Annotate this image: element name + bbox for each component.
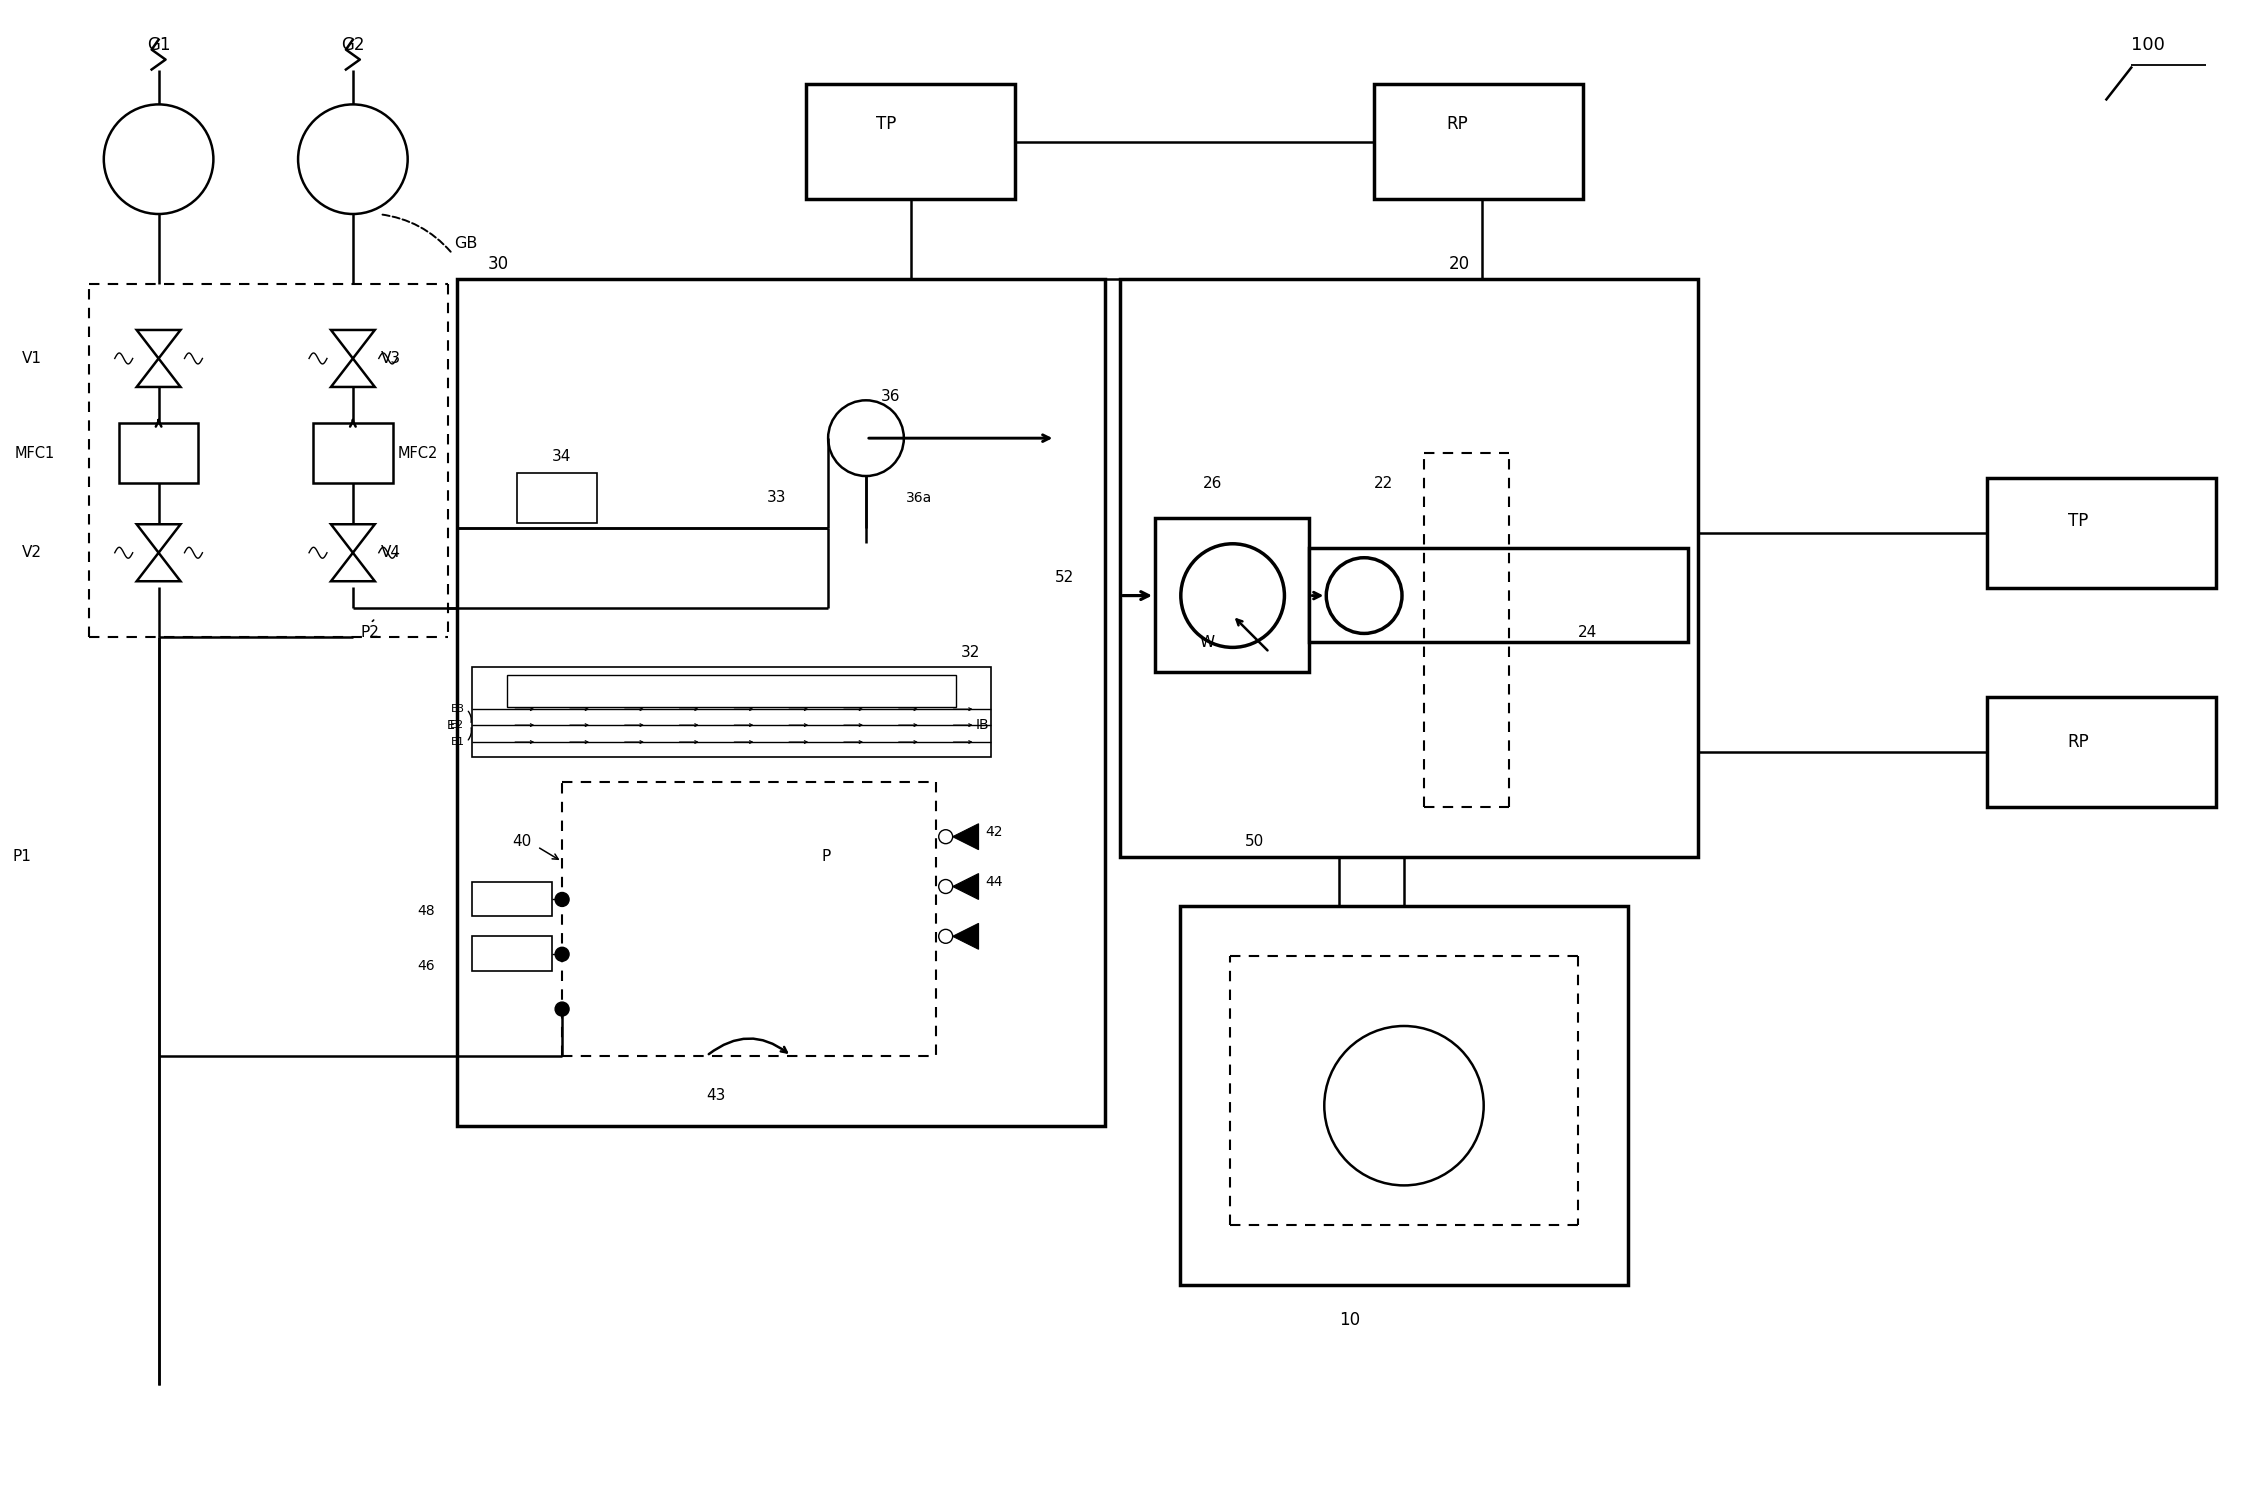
- Text: 34: 34: [552, 449, 572, 464]
- Text: V4: V4: [380, 546, 400, 561]
- Polygon shape: [136, 524, 181, 553]
- Text: E2: E2: [450, 720, 464, 729]
- Circle shape: [1180, 544, 1284, 648]
- Polygon shape: [952, 874, 979, 900]
- Text: 44: 44: [986, 874, 1004, 889]
- Polygon shape: [952, 824, 979, 850]
- Bar: [1987, 698, 2216, 806]
- Circle shape: [938, 880, 952, 894]
- Circle shape: [938, 930, 952, 943]
- Text: P: P: [821, 848, 830, 864]
- Text: E1: E1: [450, 737, 464, 747]
- Bar: [457, 279, 1106, 1126]
- Text: V1: V1: [23, 351, 43, 366]
- Circle shape: [938, 830, 952, 844]
- Text: MFC2: MFC2: [398, 446, 439, 461]
- Bar: [1180, 906, 1628, 1285]
- Polygon shape: [136, 553, 181, 582]
- Text: 40: 40: [513, 835, 531, 848]
- Text: 10: 10: [1339, 1311, 1359, 1329]
- Text: 42: 42: [986, 824, 1004, 839]
- Text: 50: 50: [1244, 835, 1264, 848]
- Text: E3: E3: [450, 704, 464, 714]
- Text: 33: 33: [766, 490, 787, 505]
- Text: 36a: 36a: [907, 491, 932, 505]
- Bar: [1375, 84, 1583, 199]
- Bar: [473, 882, 552, 916]
- Bar: [312, 423, 393, 484]
- Text: 26: 26: [1203, 476, 1223, 490]
- Text: 36: 36: [882, 389, 900, 404]
- Text: P2: P2: [362, 625, 380, 640]
- Polygon shape: [330, 330, 375, 359]
- Bar: [473, 936, 552, 971]
- Circle shape: [828, 401, 904, 476]
- Text: V2: V2: [23, 546, 43, 561]
- Text: 30: 30: [488, 255, 509, 273]
- Text: G2: G2: [341, 36, 364, 54]
- Bar: [518, 473, 597, 523]
- Bar: [1987, 478, 2216, 588]
- Text: 22: 22: [1375, 476, 1393, 490]
- Circle shape: [104, 104, 213, 214]
- Text: E: E: [448, 719, 454, 731]
- Bar: [473, 668, 990, 757]
- Circle shape: [556, 892, 570, 906]
- Circle shape: [298, 104, 407, 214]
- Text: W: W: [1201, 634, 1214, 650]
- Polygon shape: [136, 330, 181, 359]
- Text: MFC1: MFC1: [14, 446, 54, 461]
- Bar: [506, 675, 956, 707]
- Bar: [1119, 279, 1698, 856]
- Circle shape: [556, 948, 570, 961]
- Text: TP: TP: [875, 116, 895, 133]
- Bar: [120, 423, 199, 484]
- Text: RP: RP: [2067, 732, 2089, 750]
- Polygon shape: [330, 553, 375, 582]
- Text: GB: GB: [454, 237, 477, 252]
- Bar: [1309, 547, 1689, 642]
- Text: 20: 20: [1449, 255, 1470, 273]
- Text: IB: IB: [974, 719, 990, 732]
- Text: TP: TP: [2069, 512, 2089, 530]
- Text: 100: 100: [2132, 36, 2166, 54]
- Text: 24: 24: [1578, 625, 1599, 640]
- Text: P1: P1: [11, 848, 32, 864]
- Text: 43: 43: [708, 1088, 726, 1103]
- Polygon shape: [330, 359, 375, 387]
- Bar: [807, 84, 1015, 199]
- Text: G1: G1: [147, 36, 170, 54]
- Text: 32: 32: [961, 645, 979, 660]
- Bar: [1155, 518, 1309, 672]
- Text: RP: RP: [1447, 116, 1467, 133]
- Polygon shape: [952, 924, 979, 949]
- Circle shape: [556, 1002, 570, 1016]
- Circle shape: [1325, 1026, 1483, 1186]
- Circle shape: [1327, 558, 1402, 633]
- Text: 48: 48: [418, 904, 436, 918]
- Text: 52: 52: [1056, 570, 1074, 585]
- Polygon shape: [330, 524, 375, 553]
- Text: V3: V3: [380, 351, 400, 366]
- Polygon shape: [136, 359, 181, 387]
- Text: 46: 46: [418, 960, 436, 974]
